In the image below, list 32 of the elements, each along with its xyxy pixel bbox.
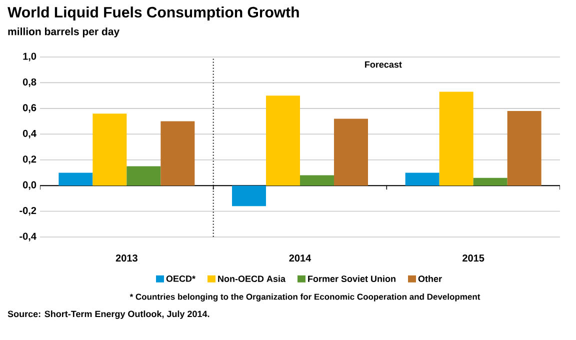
bar	[300, 175, 334, 186]
bar	[160, 121, 195, 186]
y-tick-label: -0,4	[20, 232, 36, 242]
bar	[232, 186, 266, 206]
y-tick-label: 1,0	[23, 52, 36, 62]
bar	[92, 114, 127, 186]
legend-label: Former Soviet Union	[308, 275, 396, 282]
y-tick-label: 0,0	[22, 181, 36, 190]
bar	[473, 178, 508, 186]
legend-label: OECD*	[166, 276, 196, 282]
x-tick-label: 2014	[289, 254, 312, 262]
text: * Countries belonging to the Organization for Economic Cooperation and Development	[130, 294, 480, 302]
x-tick-label: 2013	[116, 254, 138, 262]
bar	[126, 166, 161, 186]
bar	[439, 92, 474, 186]
bar	[334, 118, 368, 186]
y-tick-label: -0,2	[20, 207, 36, 216]
y-tick-label: 0,4	[22, 130, 36, 138]
bar	[507, 110, 542, 186]
x-tick-label: 2015	[462, 254, 484, 262]
chart-subtitle: million barrels per day	[8, 28, 120, 38]
y-tick-label: 0,8	[22, 78, 36, 87]
y-tick-label: 0,6	[22, 104, 36, 113]
bar	[58, 172, 93, 186]
legend-label: Other	[418, 275, 442, 282]
chart-title: World Liquid Fuels Consumption Growth	[8, 6, 299, 20]
bar	[405, 172, 440, 186]
legend-label: Non-OECD Asia	[218, 275, 286, 282]
source-note: Source: Short-Term Energy Outlook, July 2014.	[8, 310, 210, 319]
bar	[266, 96, 300, 186]
y-tick-label: 0,2	[22, 156, 36, 164]
annotation: Forecast	[365, 61, 402, 68]
